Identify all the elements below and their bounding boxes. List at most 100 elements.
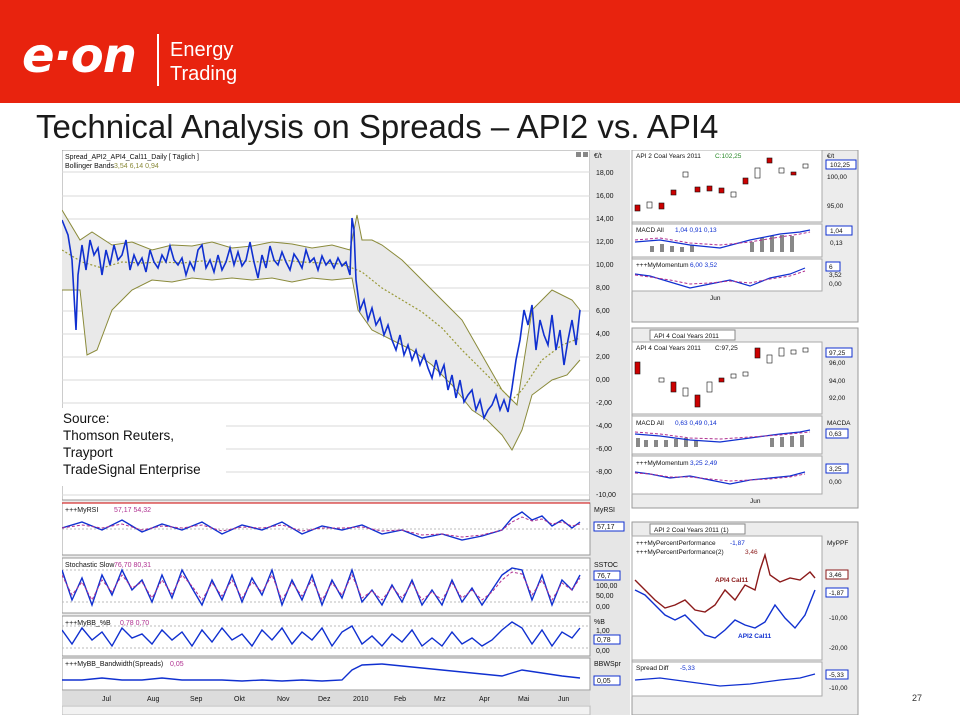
macd2-values: 0,63 0,49 0,14 [675, 420, 717, 427]
svg-text:Nov: Nov [277, 696, 290, 703]
api2-month-label: Jun [710, 295, 721, 302]
stochastic-axis-label: SSTOC [594, 562, 618, 569]
svg-text:6: 6 [829, 264, 833, 271]
perf-value-2: 3,46 [745, 549, 758, 556]
percent-b-axis-label: %B [594, 619, 605, 626]
logo-sub-line2: Trading [170, 63, 238, 85]
bollinger-fill [62, 210, 580, 450]
spread-chart-window: Spread_API2_API4_Cal11_Daily [ Täglich ]… [61, 149, 630, 716]
rsi-label: +++MyRSI [65, 507, 98, 514]
main-axis-ticks: 18,00 16,00 14,00 12,00 10,00 8,00 6,00 … [596, 170, 616, 499]
svg-text:-10,00: -10,00 [829, 615, 848, 622]
month-labels: Jul Aug Sep Okt Nov Dez 2010 Feb Mrz Apr… [102, 696, 569, 703]
svg-text:4,00: 4,00 [596, 331, 610, 338]
svg-text:API 2 Coal Years 2011 (1): API 2 Coal Years 2011 (1) [654, 527, 729, 534]
logo-sub-line1: Energy [170, 39, 234, 61]
svg-text:Sep: Sep [190, 696, 203, 703]
api4-close: C:97,25 [715, 345, 738, 352]
svg-text:16,00: 16,00 [596, 193, 614, 200]
macd2-panel [631, 415, 823, 455]
momentum1-panel [631, 258, 823, 292]
svg-text:92,00: 92,00 [829, 395, 846, 402]
bandwidth-panel [61, 657, 591, 691]
perf-value-1: -1,87 [730, 540, 745, 547]
macd2-label: MACD All [636, 420, 664, 427]
svg-text:-8,00: -8,00 [596, 469, 612, 476]
rsi-current-value: 57,17 [597, 524, 615, 531]
svg-text:50,00: 50,00 [596, 593, 614, 600]
source-line-1: Source: [63, 411, 110, 426]
stochastic-values: 76,70 80,31 [114, 562, 151, 569]
page-title: Technical Analysis on Spreads – API2 vs.… [36, 108, 719, 145]
stochastic-current-value: 76,7 [597, 573, 611, 580]
svg-text:-1,87: -1,87 [829, 590, 844, 597]
svg-text:2010: 2010 [353, 696, 369, 703]
rsi-values: 57,17 54,32 [114, 507, 151, 514]
svg-text:Dez: Dez [318, 696, 331, 703]
momentum1-values: 6,00 3,52 [690, 262, 717, 269]
svg-text:Apr: Apr [479, 696, 491, 703]
stochastic-panel [61, 557, 591, 614]
api4-price-panel [631, 341, 823, 415]
horizontal-scrollbar[interactable] [61, 705, 591, 716]
spread-price-line [61, 217, 581, 421]
api4-title: API 4 Coal Years 2011 [636, 345, 701, 352]
svg-text:12,00: 12,00 [596, 239, 614, 246]
api2-candles [634, 157, 809, 212]
svg-text:-2,00: -2,00 [596, 400, 612, 407]
svg-text:Jul: Jul [102, 696, 111, 703]
main-axis-unit: €/t [594, 153, 602, 160]
svg-text:0,00: 0,00 [829, 281, 842, 288]
macd1-values: 1,04 0,91 0,13 [675, 227, 717, 234]
api2-price-panel [631, 149, 823, 223]
main-panel-controls[interactable] [576, 152, 588, 157]
svg-text:94,00: 94,00 [829, 378, 846, 385]
page-number: 27 [912, 693, 923, 703]
svg-text:-20,00: -20,00 [829, 645, 848, 652]
momentum2-values: 3,25 2,49 [690, 460, 717, 467]
svg-text:95,00: 95,00 [827, 203, 844, 210]
momentum1-label: +++MyMomentum [636, 262, 689, 269]
api2-title: API 2 Coal Years 2011 [636, 153, 701, 160]
performance-panel [631, 535, 823, 661]
svg-text:8,00: 8,00 [596, 285, 610, 292]
tab-api4[interactable] [649, 329, 736, 341]
svg-text:18,00: 18,00 [596, 170, 614, 177]
svg-text:-6,00: -6,00 [596, 446, 612, 453]
svg-text:Mrz: Mrz [434, 696, 446, 703]
svg-text:API 4 Coal Years 2011: API 4 Coal Years 2011 [654, 333, 719, 340]
macd1-label: MACD All [636, 227, 664, 234]
bandwidth-values: 0,05 [170, 661, 184, 668]
eon-logo: e·on [22, 28, 137, 84]
percent-b-label: +++MyBB_%B [65, 620, 111, 627]
spread-diff-label: Spread Diff [636, 665, 669, 672]
bollinger-upper [61, 209, 581, 407]
svg-text:0,63: 0,63 [829, 431, 842, 438]
svg-text:Aug: Aug [147, 696, 160, 703]
perf-label-2: +++MyPercentPerformance(2) [636, 549, 724, 556]
svg-text:10,00: 10,00 [596, 262, 614, 269]
svg-text:96,00: 96,00 [829, 360, 846, 367]
source-line-2: Thomson Reuters, [63, 428, 175, 443]
rsi-axis-label: MyRSI [594, 507, 615, 514]
percent-b-values: 0,78 0,70 [120, 620, 149, 627]
bollinger-lower [62, 277, 581, 451]
source-note: Source: Thomson Reuters, Trayport TradeS… [62, 408, 226, 486]
api4-month-label: Jun [750, 498, 761, 505]
tab-api2-1[interactable] [649, 523, 746, 535]
svg-text:3,52: 3,52 [829, 272, 842, 279]
svg-text:100,00: 100,00 [596, 583, 618, 590]
logo-subtitle: Energy Trading [170, 38, 237, 86]
svg-text:0,00: 0,00 [829, 479, 842, 486]
svg-text:0,13: 0,13 [830, 240, 843, 247]
svg-text:6,00: 6,00 [596, 308, 610, 315]
perf-axis-label: MyPPF [827, 540, 848, 547]
api4-candles [634, 347, 809, 408]
bandwidth-label: +++MyBB_Bandwidth(Spreads) [65, 661, 163, 668]
header-bar: e·on Energy Trading [0, 0, 960, 103]
api4-perf-line [634, 552, 816, 613]
main-series-label: Spread_API2_API4_Cal11_Daily [ Täglich ] [65, 154, 199, 161]
logo-divider [157, 34, 159, 86]
bandwidth-axis-label: BBWSpr [594, 661, 622, 668]
source-line-3: Trayport [63, 445, 113, 460]
